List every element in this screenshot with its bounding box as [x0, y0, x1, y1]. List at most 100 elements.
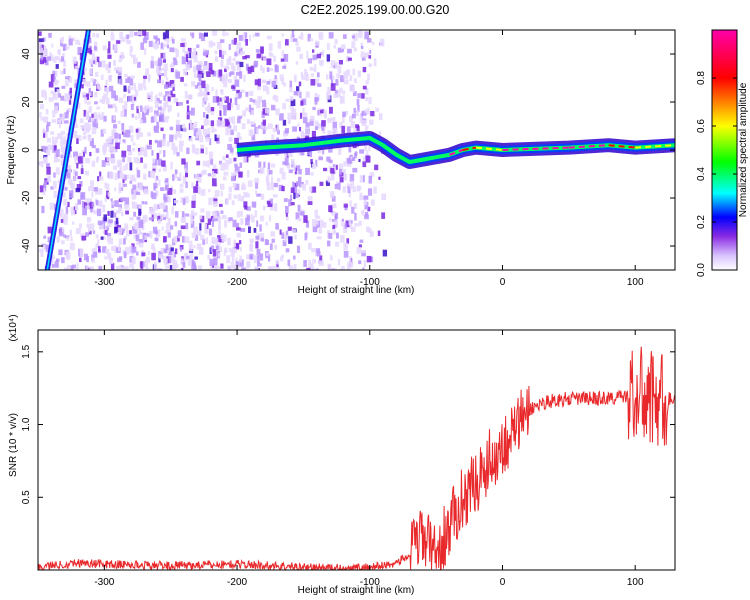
heatmap-cell	[83, 109, 86, 117]
heatmap-cell	[246, 119, 251, 124]
heatmap-cell	[295, 212, 300, 220]
heatmap-cell	[233, 239, 236, 248]
heatmap-cell	[69, 77, 72, 83]
heatmap-cell	[133, 57, 138, 64]
heatmap-cell	[362, 209, 365, 217]
heatmap-cell	[346, 264, 351, 270]
heatmap-cell	[175, 131, 181, 138]
heatmap-cell	[104, 87, 108, 93]
heatmap-cell	[215, 266, 221, 270]
heatmap-cell	[95, 190, 99, 195]
heatmap-cell	[61, 192, 66, 198]
heatmap-cell	[47, 236, 50, 243]
heatmap-cell	[111, 133, 116, 140]
heatmap-cell	[138, 112, 141, 119]
heatmap-cell	[137, 158, 141, 164]
heatmap-cell	[249, 90, 254, 96]
heatmap-cell	[123, 132, 126, 137]
heatmap-cell	[58, 249, 63, 256]
heatmap-cell	[351, 113, 356, 119]
heatmap-cell	[343, 229, 348, 234]
heatmap-cell	[224, 75, 228, 81]
heatmap-cell	[54, 136, 58, 144]
heatmap-cell	[312, 49, 315, 53]
heatmap-cell	[183, 68, 187, 76]
heatmap-cell	[186, 147, 190, 155]
heatmap-cell	[281, 185, 285, 192]
heatmap-cell	[207, 173, 212, 177]
heatmap-cell	[136, 251, 139, 256]
heatmap-cell	[69, 190, 74, 199]
heatmap-cell	[268, 215, 272, 222]
heatmap-cell	[87, 45, 92, 54]
heatmap-cell	[163, 43, 167, 47]
heatmap-cell	[170, 90, 173, 96]
heatmap-cell	[364, 143, 368, 151]
heatmap-cell	[361, 45, 364, 50]
heatmap-cell	[266, 35, 272, 40]
heatmap-cell	[86, 223, 91, 228]
heatmap-cell	[211, 178, 217, 187]
heatmap-cell	[233, 268, 237, 270]
heatmap-cell	[64, 186, 68, 191]
heatmap-cell	[124, 266, 129, 270]
heatmap-cell	[236, 227, 241, 231]
heatmap-cell	[242, 155, 247, 163]
heatmap-cell	[168, 256, 172, 264]
heatmap-cell	[305, 122, 310, 130]
heatmap-cell	[172, 134, 176, 139]
heatmap-cell	[105, 63, 110, 71]
heatmap-cell	[272, 194, 278, 198]
heatmap-cell	[310, 266, 315, 270]
heatmap-cell	[148, 106, 152, 111]
heatmap-cell	[235, 71, 241, 76]
heatmap-cell	[204, 83, 209, 91]
heatmap-cell	[309, 118, 314, 126]
heatmap-cell	[317, 108, 322, 117]
heatmap-cell	[287, 259, 291, 267]
heatmap-cell	[48, 97, 54, 102]
heatmap-cell	[347, 268, 351, 270]
heatmap-cell	[114, 132, 119, 139]
heatmap-cell	[309, 38, 314, 42]
heatmap-cell	[316, 53, 322, 59]
heatmap-cell	[60, 37, 63, 44]
x-tick-label: -300	[94, 277, 114, 288]
heatmap-cell	[190, 220, 195, 228]
colorbar-ticks: 0.00.20.40.60.8	[696, 71, 737, 277]
heatmap-cell	[273, 182, 279, 188]
heatmap-cell	[332, 121, 338, 130]
heatmap-cell	[365, 211, 369, 218]
heatmap-cell	[289, 86, 293, 93]
heatmap-cell	[160, 107, 165, 114]
heatmap-cell	[94, 56, 97, 61]
heatmap-cell	[353, 47, 358, 52]
heatmap-cell	[306, 151, 311, 155]
heatmap-cell	[158, 168, 162, 172]
heatmap-cell	[77, 47, 82, 55]
heatmap-cell	[90, 208, 93, 213]
heatmap-cell	[193, 128, 198, 137]
heatmap-cell	[145, 266, 148, 270]
heatmap-cell	[91, 113, 95, 118]
heatmap-cell	[219, 110, 222, 116]
heatmap-cell	[122, 156, 126, 163]
heatmap-cell	[94, 58, 97, 66]
heatmap-cell	[208, 62, 213, 71]
heatmap-cell	[114, 172, 118, 181]
heatmap-cell	[68, 179, 73, 186]
heatmap-cell	[127, 95, 133, 102]
heatmap-cell	[225, 72, 228, 79]
heatmap-cell	[317, 83, 322, 87]
heatmap-cell	[207, 217, 212, 225]
heatmap-cell	[144, 201, 148, 205]
heatmap-cell	[124, 109, 127, 117]
heatmap-cell	[106, 190, 109, 198]
heatmap-cell	[193, 47, 196, 54]
heatmap-cell	[110, 31, 114, 36]
heatmap-cell	[110, 198, 113, 202]
heatmap-cell	[305, 73, 309, 81]
heatmap-cell	[76, 184, 82, 191]
heatmap-cell	[83, 94, 88, 98]
